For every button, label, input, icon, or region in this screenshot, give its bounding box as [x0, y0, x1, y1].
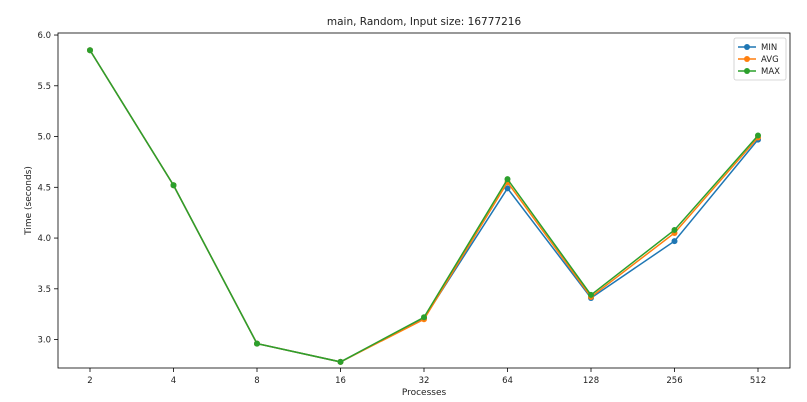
y-tick-label: 6.0: [37, 31, 51, 41]
y-tick-label: 4.5: [37, 183, 51, 193]
legend-swatch-marker: [744, 68, 750, 74]
data-point-max: [254, 340, 260, 347]
x-tick-label: 8: [254, 376, 259, 386]
data-point-max: [87, 47, 93, 54]
data-point-max: [170, 182, 177, 189]
x-tick-label: 256: [666, 376, 682, 386]
y-tick-label: 5.5: [37, 82, 51, 92]
data-point-max: [588, 291, 594, 298]
y-tick-label: 5.0: [37, 133, 51, 143]
y-tick-label: 4.0: [37, 234, 51, 244]
series-max: [87, 47, 761, 365]
y-axis-label: Time (seconds): [24, 166, 34, 236]
data-point-max: [755, 132, 761, 139]
y-tick-label: 3.0: [37, 336, 51, 346]
x-tick-label: 128: [583, 376, 599, 386]
legend: MIN AVG MAX: [733, 37, 787, 81]
x-tick-label: 512: [750, 376, 766, 386]
legend-label: MIN: [761, 43, 777, 53]
data-point-max: [421, 314, 427, 321]
legend-swatch-marker: [744, 44, 750, 50]
data-point-max: [504, 176, 511, 183]
data-point-max: [671, 226, 678, 233]
legend-label: AVG: [761, 55, 779, 65]
chart-title: main, Random, Input size: 16777216: [327, 16, 522, 28]
y-axis: 3.0 3.5 4.0 4.5 5.0 5.5 6.0: [37, 31, 58, 346]
x-tick-label: 16: [335, 376, 346, 386]
data-point-min: [671, 238, 678, 245]
x-axis-label: Processes: [402, 388, 447, 398]
legend-label: MAX: [761, 67, 780, 77]
x-tick-label: 64: [502, 376, 513, 386]
x-tick-label: 32: [419, 376, 430, 386]
legend-item-min: MIN: [738, 43, 777, 53]
data-point-min: [504, 185, 511, 192]
legend-item-max: MAX: [738, 67, 780, 77]
x-axis: 2 4 8 16 32 64 128 256 512: [87, 368, 766, 386]
series-layer: [87, 47, 761, 365]
legend-item-avg: AVG: [738, 55, 779, 65]
y-tick-label: 3.5: [37, 285, 51, 295]
data-point-max: [337, 358, 344, 365]
x-tick-label: 2: [87, 376, 92, 386]
legend-swatch-marker: [744, 56, 750, 62]
x-tick-label: 4: [171, 376, 176, 386]
